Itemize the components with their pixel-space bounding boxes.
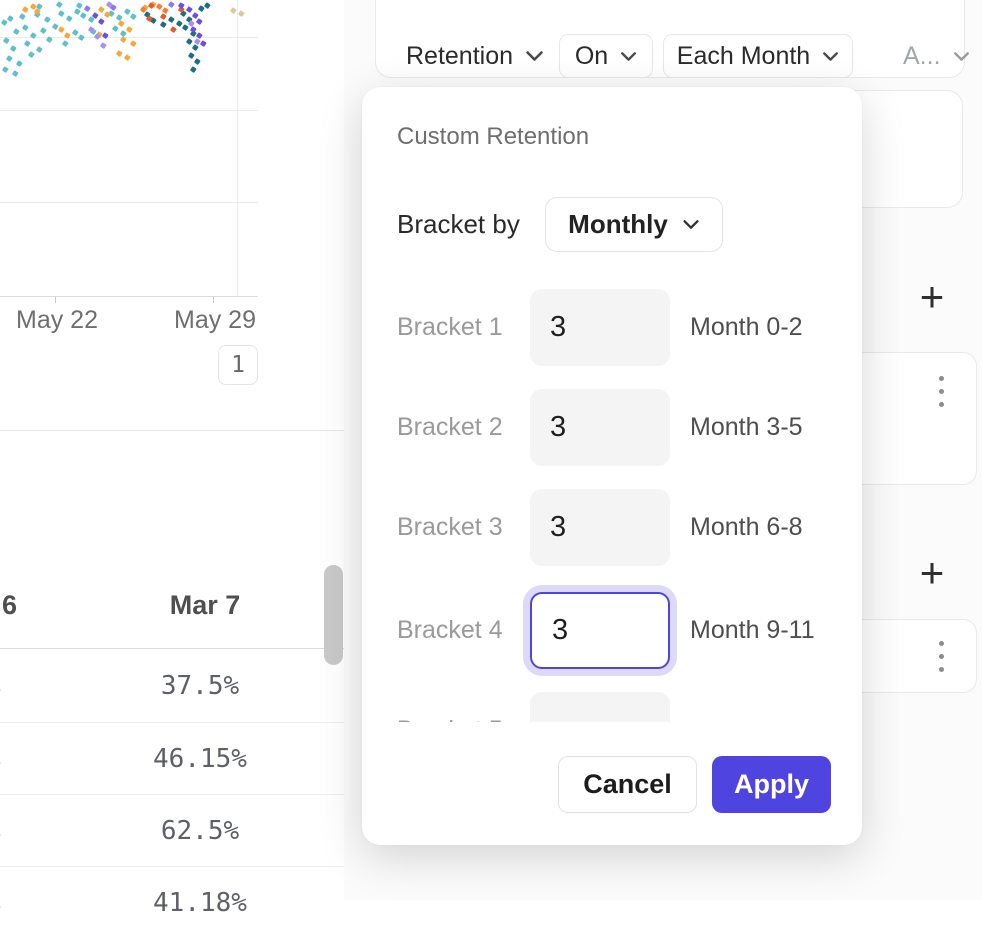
bracket-label: Bracket 4 — [397, 616, 503, 644]
apply-button[interactable]: Apply — [712, 756, 831, 813]
metric-dropdown-label: Retention — [406, 41, 514, 70]
bracket-row: Bracket 5 — [362, 692, 862, 722]
interval-dropdown-label: Each Month — [676, 41, 811, 70]
bracket-row: Bracket 4 Month 9-11 — [362, 592, 862, 669]
on-dropdown[interactable]: On — [559, 34, 653, 78]
table-cell-clipped: % — [0, 795, 1, 867]
table-row: % 62.5% — [0, 794, 344, 867]
bracket-row: Bracket 1 Month 0-2 — [362, 289, 862, 366]
bracket-range-label: Month 3-5 — [690, 413, 803, 441]
table-cell-value: 37.5% — [160, 671, 240, 701]
bracket-by-dropdown[interactable]: Monthly — [545, 197, 723, 252]
cancel-button[interactable]: Cancel — [558, 756, 697, 813]
table-cell-clipped: % — [0, 723, 1, 795]
vertical-scrollbar-thumb[interactable] — [324, 565, 343, 665]
report-panel: May 22 May 29 1 6 Mar 7 % 37.5% % 46.15%… — [0, 0, 345, 918]
bracket-range-label: Month 9-11 — [690, 616, 815, 644]
axis-tick — [213, 297, 214, 303]
chevron-down-icon — [682, 219, 700, 230]
table-cell-clipped: % — [0, 650, 1, 722]
bracket-row: Bracket 2 Month 3-5 — [362, 389, 862, 466]
bracket-by-label: Bracket by — [397, 209, 520, 239]
table-cell-value: 46.15% — [153, 744, 247, 774]
bracket-label: Bracket 5 — [397, 692, 503, 722]
on-dropdown-label: On — [574, 41, 609, 70]
metric-dropdown[interactable]: Retention — [406, 34, 544, 78]
table-header-divider — [0, 648, 344, 649]
table-row: % 41.18% — [0, 866, 344, 939]
chevron-down-icon — [953, 51, 970, 62]
bracket-row: Bracket 3 Month 6-8 — [362, 489, 862, 566]
table-header-fragment: 6 — [2, 590, 18, 620]
custom-retention-modal: Custom Retention Bracket by Monthly Brac… — [362, 87, 862, 845]
truncated-dropdown[interactable]: A... — [903, 34, 970, 78]
table-cell-clipped: % — [0, 867, 1, 939]
gridline — [0, 110, 258, 111]
axis-tick — [55, 297, 56, 303]
interval-dropdown[interactable]: Each Month — [663, 34, 853, 78]
bracket-label: Bracket 1 — [397, 313, 503, 341]
kebab-menu-icon[interactable] — [928, 376, 954, 407]
x-axis-label: May 29 — [174, 306, 256, 334]
bracket-by-value: Monthly — [568, 209, 668, 239]
retention-table: % 37.5% % 46.15% % 62.5% % 41.18% — [0, 0, 344, 918]
x-axis-line — [0, 296, 258, 297]
bracket-label: Bracket 2 — [397, 413, 503, 441]
bracket-label: Bracket 3 — [397, 513, 503, 541]
table-row: % 46.15% — [0, 722, 344, 795]
pagination-page-button[interactable]: 1 — [218, 345, 258, 385]
gridline — [0, 37, 258, 38]
table-cell-value: 41.18% — [153, 888, 247, 918]
bracket-range-label: Month 0-2 — [690, 313, 803, 341]
gridline — [0, 202, 258, 203]
chevron-down-icon — [822, 51, 839, 62]
add-step-button[interactable]: + — [912, 552, 952, 594]
table-row: % 37.5% — [0, 650, 344, 722]
bracket-input[interactable] — [530, 489, 670, 566]
truncated-dropdown-label: A... — [903, 41, 941, 70]
chevron-down-icon — [525, 50, 544, 62]
panel-divider — [0, 430, 344, 431]
kebab-menu-icon[interactable] — [928, 641, 954, 672]
modal-title: Custom Retention — [397, 123, 590, 150]
bracket-input[interactable] — [530, 592, 670, 669]
bracket-list-scroll-area[interactable]: Bracket 1 Month 0-2 Bracket 2 Month 3-5 … — [362, 259, 862, 722]
bracket-input[interactable] — [530, 692, 670, 722]
bracket-input[interactable] — [530, 389, 670, 466]
chevron-down-icon — [620, 51, 637, 62]
add-step-button[interactable]: + — [912, 276, 952, 318]
x-axis-label: May 22 — [16, 306, 98, 334]
event-query-card: Any event Retention On Each Month A... — [375, 0, 969, 78]
gridline — [237, 0, 238, 296]
table-header-mar7: Mar 7 — [169, 590, 241, 620]
table-cell-value: 62.5% — [160, 816, 240, 846]
bracket-range-label: Month 6-8 — [690, 513, 803, 541]
bracket-input[interactable] — [530, 289, 670, 366]
